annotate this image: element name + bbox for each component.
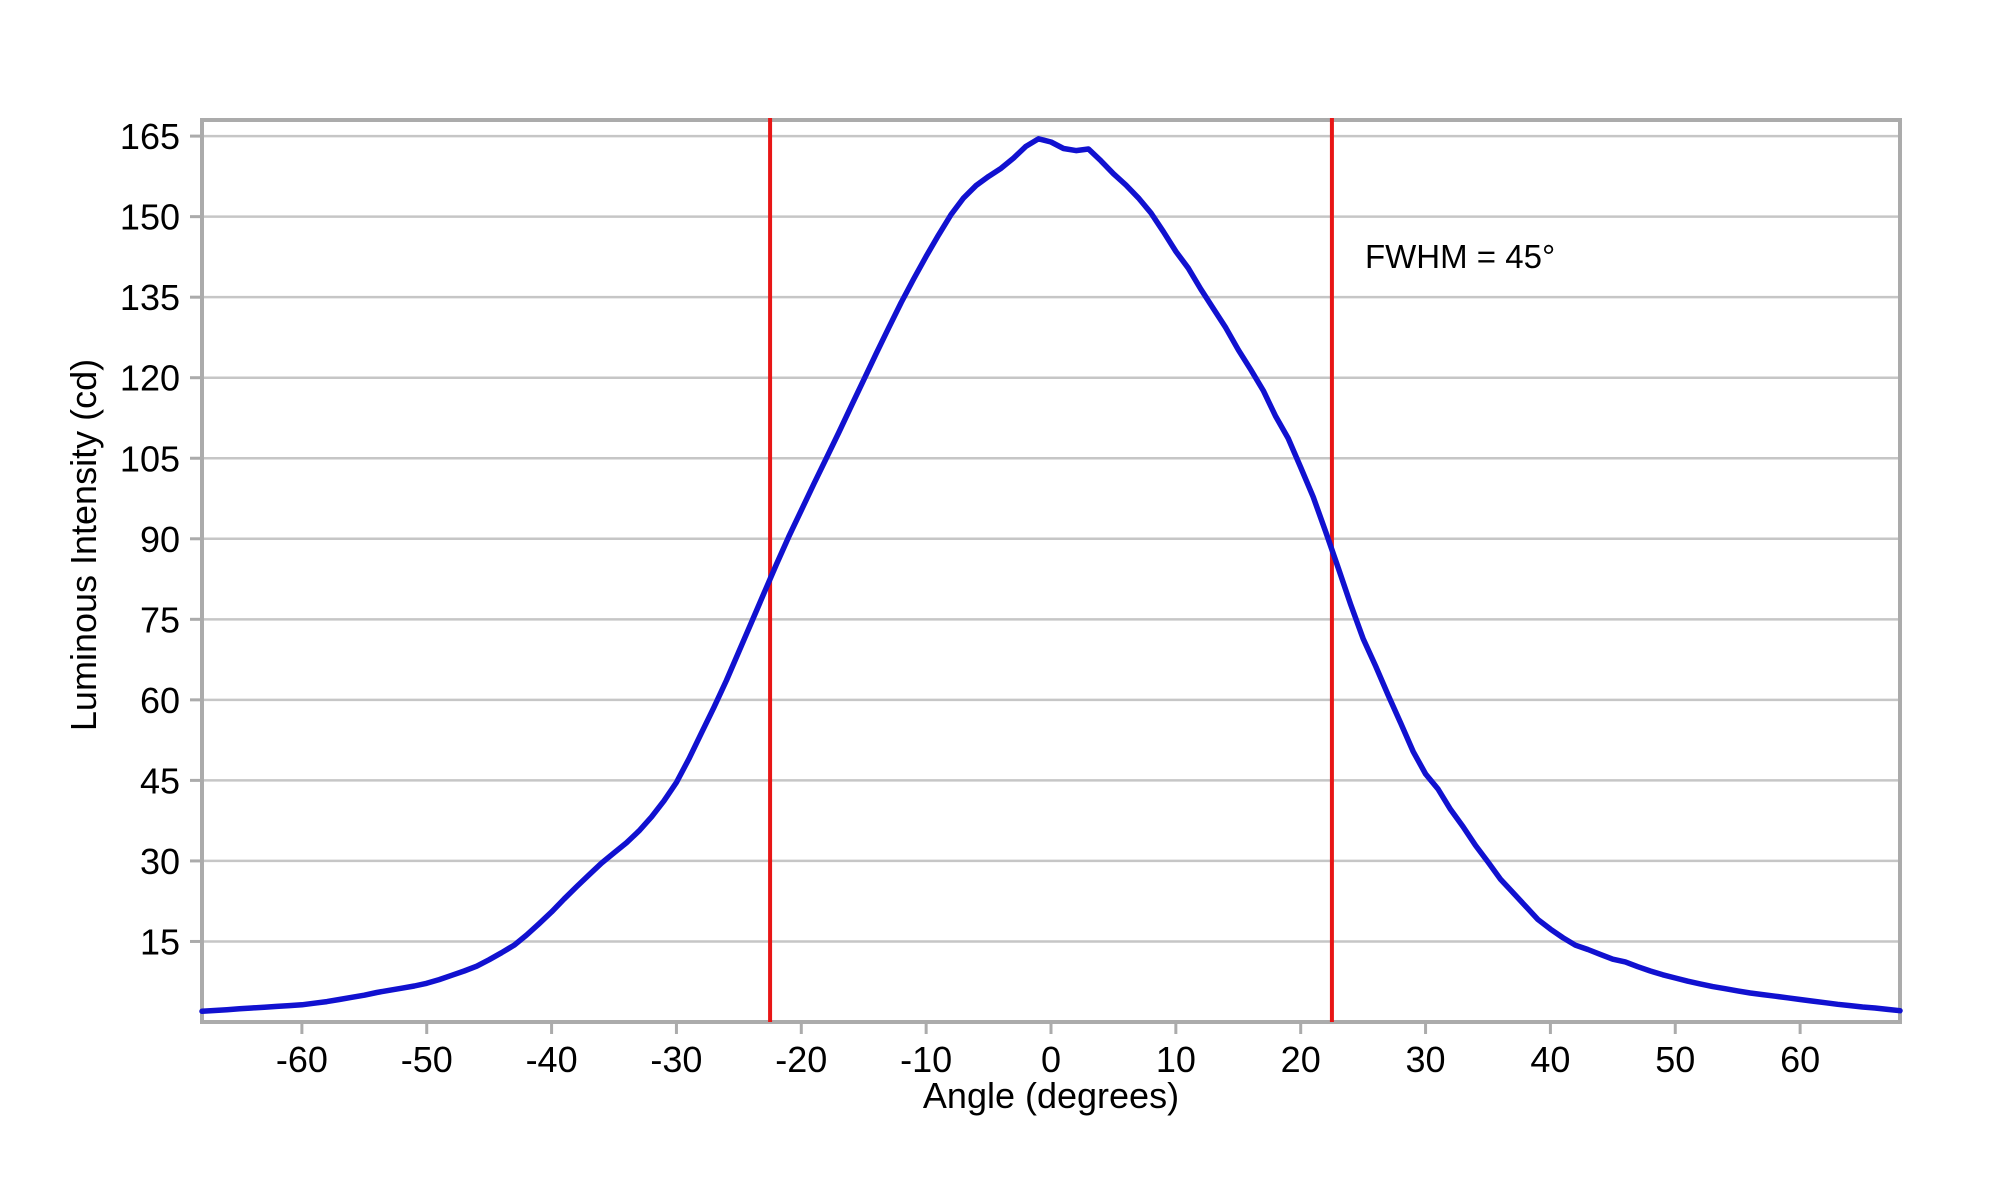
plot-border bbox=[200, 118, 1902, 1024]
y-axis-title: Luminous Intensity (cd) bbox=[63, 358, 104, 732]
x-tick-label--40: -40 bbox=[526, 1039, 578, 1080]
fwhm-annotation: FWHM = 45° bbox=[1365, 238, 1556, 275]
intensity-curve bbox=[199, 136, 1903, 1015]
x-tick-label--30: -30 bbox=[650, 1039, 702, 1080]
x-tick-label--20: -20 bbox=[775, 1039, 827, 1080]
y-tick-label-165: 165 bbox=[120, 116, 180, 157]
x-tick-label--60: -60 bbox=[276, 1039, 328, 1080]
x-tick-label--10: -10 bbox=[900, 1039, 952, 1080]
x-tick-label-60: 60 bbox=[1780, 1039, 1820, 1080]
y-tick-label-60: 60 bbox=[140, 680, 180, 721]
y-tick-label-30: 30 bbox=[140, 841, 180, 882]
x-tick-label-0: 0 bbox=[1041, 1039, 1061, 1080]
y-tick-label-15: 15 bbox=[140, 921, 180, 962]
x-tick-label-50: 50 bbox=[1655, 1039, 1695, 1080]
y-tick-label-120: 120 bbox=[120, 358, 180, 399]
x-tick-label--50: -50 bbox=[401, 1039, 453, 1080]
x-axis-title: Angle (degrees) bbox=[922, 1075, 1180, 1116]
x-tick-label-10: 10 bbox=[1156, 1039, 1196, 1080]
y-tick-label-90: 90 bbox=[140, 519, 180, 560]
x-tick-label-40: 40 bbox=[1530, 1039, 1570, 1080]
y-tick-label-75: 75 bbox=[140, 599, 180, 640]
x-tick-label-20: 20 bbox=[1281, 1039, 1321, 1080]
y-tick-label-45: 45 bbox=[140, 760, 180, 801]
y-tick-label-150: 150 bbox=[120, 197, 180, 238]
y-tick-label-135: 135 bbox=[120, 277, 180, 318]
y-tick-label-105: 105 bbox=[120, 438, 180, 479]
x-tick-label-30: 30 bbox=[1406, 1039, 1446, 1080]
